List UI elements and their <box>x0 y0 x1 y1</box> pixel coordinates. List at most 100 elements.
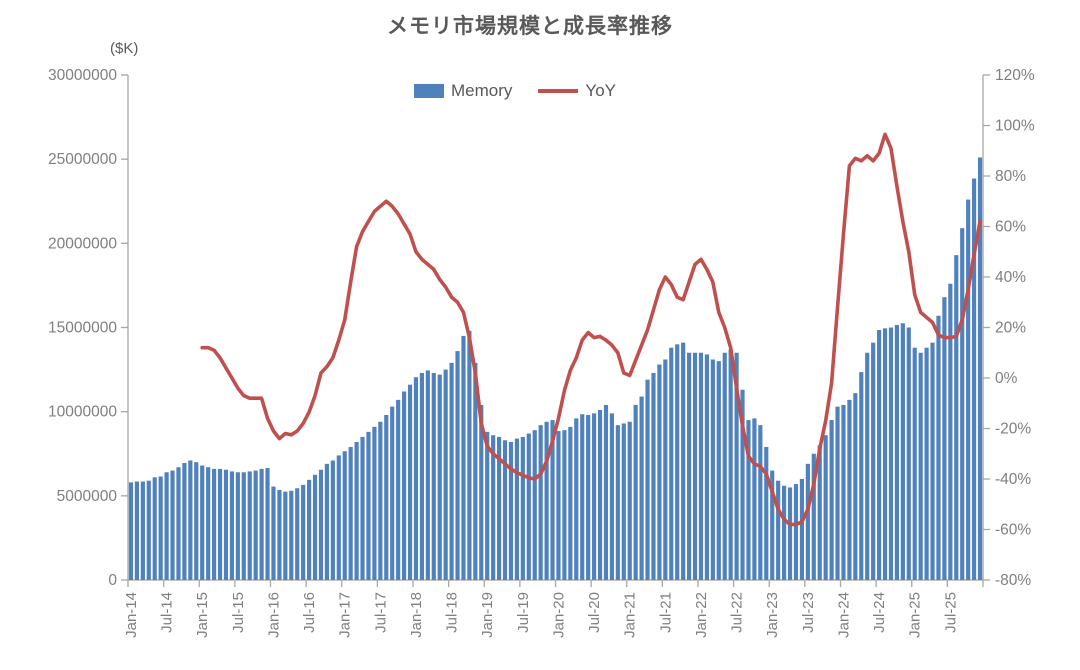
memory-bar <box>360 436 365 580</box>
x-axis-tick-label: Jan-23 <box>764 592 781 638</box>
memory-bar <box>301 484 306 580</box>
memory-bar <box>692 352 698 580</box>
memory-bar <box>514 438 519 580</box>
memory-bar <box>485 431 490 580</box>
memory-bar <box>681 342 686 580</box>
x-axis-tick-label: Jan-24 <box>835 592 852 638</box>
memory-bar <box>241 472 246 580</box>
memory-bar <box>259 468 264 580</box>
memory-bar <box>206 467 211 580</box>
x-axis-tick-label: Jul-25 <box>942 592 959 633</box>
memory-bar <box>402 391 407 580</box>
memory-bar <box>419 372 424 580</box>
legend-item-yoy: YoY <box>538 81 616 101</box>
memory-bar <box>372 426 377 580</box>
memory-bar <box>853 393 858 580</box>
memory-bar <box>918 352 923 580</box>
memory-bar <box>764 447 769 580</box>
memory-bar <box>954 255 959 580</box>
memory-bar <box>912 347 917 580</box>
right-axis-tick-label: 20% <box>995 320 1026 337</box>
memory-bar <box>158 476 163 580</box>
memory-bar <box>146 480 151 580</box>
memory-bar <box>728 349 733 580</box>
memory-bar <box>972 178 977 580</box>
x-axis-tick-label: Jul-22 <box>729 592 746 633</box>
memory-bar <box>170 470 175 580</box>
memory-bar <box>669 347 674 580</box>
x-axis-tick-label: Jan-22 <box>693 592 710 638</box>
memory-bar <box>627 421 632 580</box>
memory-bar <box>734 352 739 580</box>
memory-bar <box>603 404 609 580</box>
memory-bar <box>449 362 454 580</box>
x-axis-tick-label: Jan-25 <box>907 592 924 638</box>
memory-bar <box>574 418 579 580</box>
left-axis-tick-label: 30000000 <box>48 67 117 84</box>
memory-bar <box>835 406 840 580</box>
memory-bar <box>194 462 199 580</box>
memory-bar <box>140 481 145 580</box>
memory-bar <box>758 425 763 580</box>
memory-bar <box>229 471 234 580</box>
memory-bar <box>443 369 448 580</box>
memory-bar <box>793 484 799 580</box>
memory-bar <box>746 420 751 580</box>
memory-bar <box>318 469 324 580</box>
memory-bar <box>888 327 894 580</box>
memory-bar <box>502 440 508 580</box>
yoy-line-swatch-icon <box>538 89 579 93</box>
memory-bar <box>787 487 793 580</box>
chart-title: メモリ市場規模と成長率推移 <box>387 15 673 38</box>
x-axis-tick-label: Jan-19 <box>479 592 496 638</box>
memory-bar <box>633 404 638 580</box>
memory-bar <box>657 364 662 580</box>
memory-bar <box>847 399 852 580</box>
memory-bar <box>645 379 650 580</box>
memory-bar <box>538 425 543 580</box>
memory-bar <box>330 460 335 580</box>
memory-bar <box>473 362 478 580</box>
memory-bar <box>704 354 709 580</box>
memory-bar <box>176 467 181 580</box>
memory-bar <box>710 359 715 580</box>
x-axis-tick-label: Jul-17 <box>372 592 389 633</box>
memory-bar <box>936 315 941 580</box>
memory-bar <box>235 472 240 580</box>
x-axis-tick-label: Jul-24 <box>871 592 888 633</box>
memory-bar <box>609 413 614 580</box>
memory-bar <box>366 431 371 580</box>
memory-bar <box>223 469 229 580</box>
memory-bar <box>906 327 911 580</box>
left-axis-tick-label: 20000000 <box>48 235 117 252</box>
memory-bar <box>378 421 383 580</box>
legend-memory-label: Memory <box>451 81 513 100</box>
memory-bar <box>740 389 745 580</box>
memory-bar <box>817 445 822 580</box>
left-axis-tick-label: 15000000 <box>48 320 117 337</box>
memory-bar <box>859 372 864 580</box>
legend-yoy-label: YoY <box>585 81 616 100</box>
memory-bar <box>413 377 419 580</box>
x-axis-tick-label: Jul-23 <box>800 592 817 633</box>
memory-bar <box>877 330 882 580</box>
memory-bar <box>924 347 929 580</box>
x-axis-tick-label: Jan-14 <box>123 592 140 638</box>
memory-bar <box>675 344 680 580</box>
x-axis-tick-label: Jan-21 <box>622 592 639 638</box>
memory-bar <box>776 480 781 580</box>
right-axis-tick-label: 120% <box>995 67 1035 84</box>
memory-bar <box>942 297 947 580</box>
right-axis-tick-label: -60% <box>995 522 1031 539</box>
memory-bar <box>948 283 953 580</box>
legend-item-memory: Memory <box>414 81 512 101</box>
memory-bar <box>615 425 620 580</box>
memory-bar <box>782 485 787 580</box>
right-axis-tick-label: 80% <box>995 168 1026 185</box>
memory-bar <box>497 436 502 580</box>
memory-bar <box>336 455 341 580</box>
memory-bar <box>770 470 775 580</box>
x-axis-tick-label: Jan-18 <box>408 592 425 638</box>
memory-bar <box>212 468 217 580</box>
